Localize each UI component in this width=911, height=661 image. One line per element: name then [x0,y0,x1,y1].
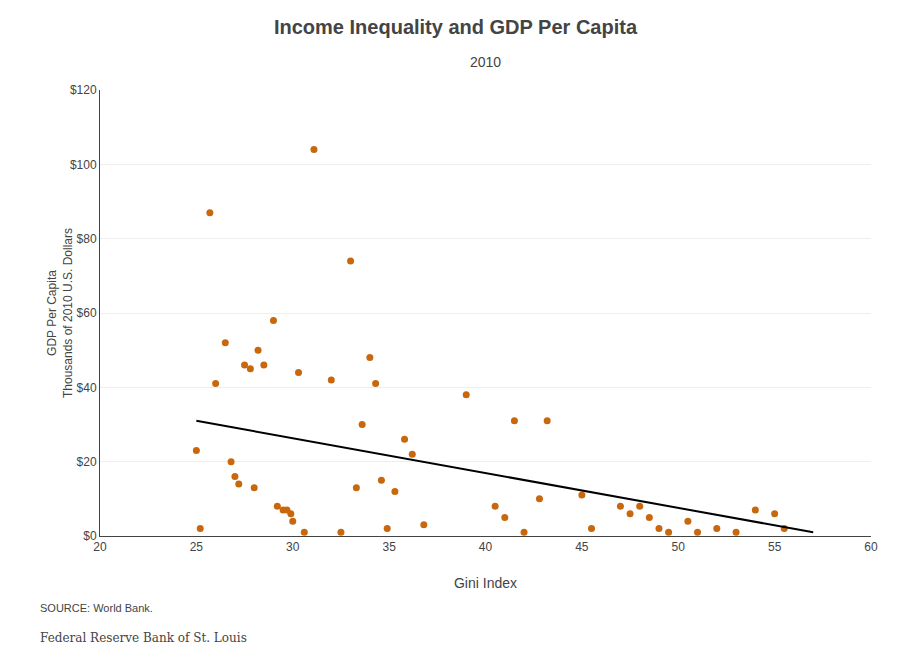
svg-text:Gini Index: Gini Index [454,575,517,591]
svg-text:25: 25 [190,540,204,554]
svg-text:$60: $60 [77,306,97,320]
svg-text:40: 40 [479,540,493,554]
svg-text:60: 60 [864,540,878,554]
svg-text:$80: $80 [77,232,97,246]
svg-text:$40: $40 [77,381,97,395]
svg-text:45: 45 [575,540,589,554]
svg-text:2010: 2010 [470,54,501,70]
svg-text:SOURCE: World Bank.: SOURCE: World Bank. [40,602,153,614]
svg-text:Income Inequality and GDP Per: Income Inequality and GDP Per Capita [274,16,638,38]
svg-text:GDP Per CapitaThousands of 201: GDP Per CapitaThousands of 2010 U.S. Dol… [45,228,75,398]
svg-text:Federal Reserve Bank of St. Lo: Federal Reserve Bank of St. Louis [40,631,247,645]
svg-text:35: 35 [382,540,396,554]
svg-text:20: 20 [93,540,107,554]
svg-text:$120: $120 [70,83,97,97]
svg-text:$0: $0 [83,529,97,543]
svg-text:55: 55 [768,540,782,554]
svg-text:50: 50 [672,540,686,554]
svg-text:30: 30 [286,540,300,554]
svg-text:$20: $20 [77,455,97,469]
svg-text:$100: $100 [70,158,97,172]
